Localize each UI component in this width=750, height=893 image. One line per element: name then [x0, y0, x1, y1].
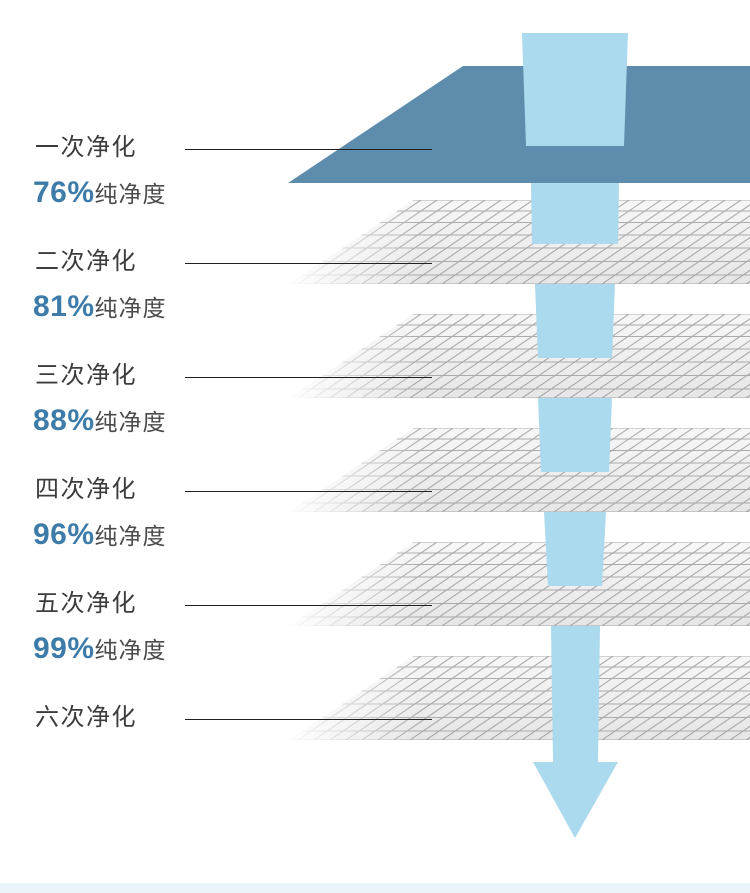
filter-layer-4-mesh: [290, 428, 750, 512]
purity-suffix-3: 纯净度: [94, 409, 167, 435]
leader-line-4: [185, 491, 432, 492]
stage-purity-2: 81%纯净度: [33, 290, 167, 329]
stage-label-3: 三次净化: [35, 362, 137, 389]
leader-line-2: [185, 263, 432, 264]
stage-label-5: 五次净化: [35, 590, 137, 617]
stage-purity-1: 76%纯净度: [33, 176, 167, 215]
filter-layer-5-mesh: [290, 542, 750, 626]
purity-suffix-1: 纯净度: [94, 181, 167, 207]
filter-layer-2-mesh: [290, 200, 750, 284]
purity-value-3: 88%: [33, 404, 95, 437]
filter-layer-3-mesh: [290, 314, 750, 398]
water-column-segment: [531, 183, 619, 244]
water-flow-column: [522, 33, 628, 586]
water-column-segment: [538, 398, 612, 472]
leader-line-5: [185, 605, 432, 606]
footer-strip: [0, 883, 750, 893]
water-column-segment: [522, 33, 628, 146]
filter-layer-1-solid: [288, 66, 750, 183]
stage-label-2: 二次净化: [35, 248, 137, 275]
leader-line-3: [185, 377, 432, 378]
leader-line-6: [185, 719, 432, 720]
stage-purity-5: 99%纯净度: [33, 632, 167, 671]
stage-label-4: 四次净化: [35, 476, 137, 503]
purity-value-2: 81%: [33, 290, 95, 323]
stage-purity-4: 96%纯净度: [33, 518, 167, 557]
leader-line-1: [185, 149, 432, 150]
filter-layer-6-mesh: [290, 656, 750, 740]
stage-label-1: 一次净化: [35, 134, 137, 161]
stage-label-6: 六次净化: [35, 704, 137, 731]
purity-value-4: 96%: [33, 518, 95, 551]
stage-purity-3: 88%纯净度: [33, 404, 167, 443]
purity-suffix-5: 纯净度: [94, 637, 167, 663]
purity-value-1: 76%: [33, 176, 95, 209]
water-column-segment: [535, 284, 615, 358]
water-column-segment: [544, 512, 606, 586]
down-arrow-icon: [533, 626, 618, 838]
purity-suffix-4: 纯净度: [94, 523, 167, 549]
purity-value-5: 99%: [33, 632, 95, 665]
purity-suffix-2: 纯净度: [94, 295, 167, 321]
